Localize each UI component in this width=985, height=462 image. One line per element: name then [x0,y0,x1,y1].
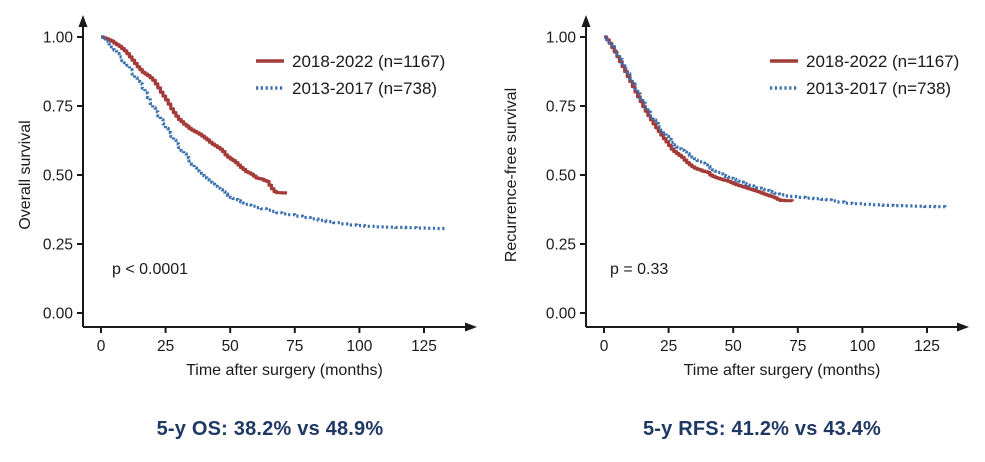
y-axis-title: Recurrence-free survival [503,88,520,262]
recurrence-free-survival-caption: 5-y RFS: 41.2% vs 43.4% [642,418,882,440]
km-survival-figure: 0.00 0.25 0.50 0.75 1.00 0 25 50 75 100 125 Time af… [0,4,984,441]
x-tick-label: 125 [914,338,940,355]
y-tick-label: 0.25 [43,237,73,254]
legend-label-1: 2013-2017 (n=738) [806,79,951,98]
y-axis-arrow [581,15,591,27]
x-tick-label: 100 [346,338,372,355]
y-tick-label: 0.50 [546,168,577,185]
x-tick-label: 50 [725,338,743,355]
series-curve-1 [101,35,445,231]
y-axis-title: Overall survival [17,120,34,229]
series-curve-0 [604,35,795,203]
x-axis-title: Time after surgery (months) [186,362,383,379]
x-axis-arrow [465,322,477,332]
series-curve-0 [101,35,287,195]
y-tick-label: 0.00 [546,306,577,323]
y-tick-label: 0.00 [43,306,74,323]
y-tick-label: 1.00 [546,30,577,47]
y-tick-label: 0.75 [43,99,73,116]
x-tick-label: 75 [286,338,303,355]
overall-survival-caption: 5-y OS: 38.2% vs 48.9% [156,418,384,440]
recurrence-free-survival-chart-block: 0.00 0.25 0.50 0.75 1.00 0 25 50 75 100 125 Time af… [492,4,984,441]
y-axis-arrow [78,15,88,27]
x-tick-label: 50 [222,338,240,355]
overall-survival-chart: 0.00 0.25 0.50 0.75 1.00 0 25 50 75 100 125 Time af… [17,15,477,379]
legend-label-0: 2018-2022 (n=1167) [292,52,445,71]
p-value-label: p = 0.33 [610,261,668,278]
x-axis-arrow [957,322,969,332]
y-tick-label: 0.75 [546,99,576,116]
overall-survival-chart-block: 0.00 0.25 0.50 0.75 1.00 0 25 50 75 100 125 Time af… [0,4,492,441]
legend-label-1: 2013-2017 (n=738) [292,79,437,98]
y-tick-label: 0.50 [43,168,74,185]
x-axis-title: Time after surgery (months) [684,362,881,379]
x-tick-label: 75 [789,338,806,355]
y-tick-label: 1.00 [43,30,74,47]
x-tick-label: 100 [849,338,875,355]
series-curve-1 [604,35,947,209]
x-tick-label: 25 [157,338,174,355]
p-value-label: p < 0.0001 [112,261,188,278]
legend-label-0: 2018-2022 (n=1167) [806,52,959,71]
y-tick-label: 0.25 [546,237,576,254]
x-tick-label: 0 [97,338,106,355]
x-tick-label: 125 [411,338,437,355]
recurrence-free-survival-chart: 0.00 0.25 0.50 0.75 1.00 0 25 50 75 100 125 Time af… [503,15,969,379]
x-tick-label: 25 [660,338,677,355]
x-tick-label: 0 [600,338,609,355]
